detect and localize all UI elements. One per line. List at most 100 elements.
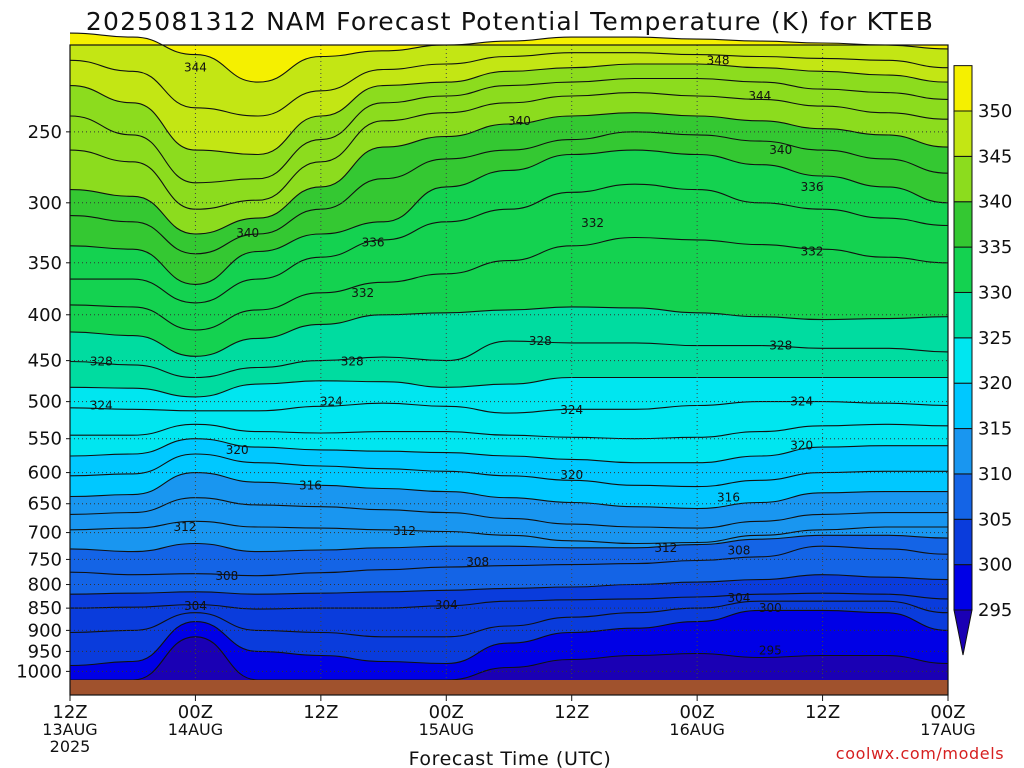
contour-line	[69, 574, 949, 595]
contour-label: 328	[769, 339, 792, 353]
colorbar-label: 295	[978, 600, 1012, 621]
y-tick-label: 700	[28, 523, 62, 544]
contour-line	[69, 32, 949, 83]
colorbar-label: 325	[978, 328, 1012, 349]
colorbar-label: 310	[978, 464, 1012, 485]
y-tick-label: 250	[28, 122, 62, 143]
contour-line	[69, 472, 948, 510]
contour-label: 316	[299, 478, 322, 492]
x-tick-label: 00Z	[930, 702, 965, 723]
contour-label: 324	[90, 398, 113, 412]
contour-line	[69, 131, 949, 255]
contour-label: 344	[748, 89, 771, 103]
colorbar-segment	[953, 201, 973, 248]
contour-line	[69, 112, 949, 235]
contour-label: 328	[529, 334, 552, 348]
contour-line	[69, 438, 948, 464]
colorbar-segment	[953, 291, 973, 339]
contour-line	[70, 183, 949, 304]
contour-line	[69, 520, 948, 545]
contour-label: 340	[236, 226, 259, 240]
contour-line	[70, 636, 949, 681]
contour-fill	[70, 33, 948, 681]
x-tick-label: 12Z	[303, 702, 338, 723]
x-tick-label: 17AUG	[920, 720, 975, 739]
x-tick-label: 00Z	[680, 702, 715, 723]
y-tick-label: 750	[28, 549, 62, 570]
x-tick-label: 12Z	[805, 702, 840, 723]
contour-label: 312	[654, 541, 677, 555]
x-tick-label: 12Z	[554, 702, 589, 723]
colorbar-label: 305	[978, 509, 1012, 530]
contour-line	[69, 592, 949, 610]
contour-labels: 348 344 344 340 340 340 336 336 332 332 332 328 328 3…	[90, 53, 824, 657]
contour-label: 308	[215, 569, 238, 583]
colorbar-segment	[953, 110, 973, 157]
contour-label: 308	[727, 544, 750, 558]
y-tick-label: 800	[28, 575, 62, 596]
y-tick-label: 850	[28, 598, 62, 619]
contour-label: 304	[184, 599, 207, 613]
y-tick-label: 350	[28, 253, 62, 274]
colorbar: 295 300 305 310 315 320 325 330 335 340 345 350	[953, 65, 1012, 656]
contour-label: 340	[508, 114, 531, 128]
plot-frame	[69, 44, 949, 696]
contour-line	[69, 77, 949, 184]
y-tick-label: 550	[28, 429, 62, 450]
colorbar-extend-bottom	[953, 609, 973, 656]
x-tick-label: 12Z	[52, 702, 87, 723]
contour-label: 320	[560, 468, 583, 482]
credit-text: coolwx.com/models	[836, 744, 1004, 763]
contour-line	[69, 306, 949, 357]
axes: 2503003504004505005506006507007508008509…	[16, 44, 976, 756]
y-tick-label: 600	[28, 463, 62, 484]
contour-label: 295	[759, 644, 782, 658]
contour-label: 308	[466, 555, 489, 569]
chart-title: 2025081312 NAM Forecast Potential Temper…	[86, 7, 934, 36]
colorbar-label: 300	[978, 555, 1012, 576]
contour-line	[69, 534, 949, 553]
contour-line	[69, 423, 949, 440]
contour-line	[69, 92, 949, 210]
colorbar-segment	[953, 564, 973, 611]
contour-label: 320	[226, 443, 249, 457]
contour-line	[69, 236, 949, 331]
colorbar-segment	[953, 155, 973, 203]
y-tick-label: 400	[28, 305, 62, 326]
contour-label: 336	[801, 180, 824, 194]
contour-label: 312	[174, 520, 197, 534]
contour-label: 320	[790, 439, 813, 453]
contour-lines	[69, 32, 949, 681]
contour-label: 304	[727, 591, 750, 605]
contour-line	[69, 63, 949, 156]
contour-label: 332	[801, 245, 824, 259]
colorbar-label: 350	[978, 101, 1012, 122]
contour-line	[69, 376, 948, 398]
colorbar-segment	[953, 518, 973, 566]
contour-label: 344	[184, 61, 207, 75]
contour-label: 324	[560, 403, 583, 417]
contour-label: 324	[320, 395, 343, 409]
colorbar-segment	[953, 337, 973, 384]
contour-line	[69, 52, 949, 117]
y-tick-label: 450	[28, 351, 62, 372]
contour-line	[69, 545, 949, 577]
colorbar-label: 335	[978, 237, 1012, 258]
x-tick-label: 00Z	[178, 702, 213, 723]
colorbar-segment	[953, 428, 973, 475]
contour-line	[69, 609, 949, 667]
x-tick-label: 16AUG	[669, 720, 724, 739]
contour-label: 332	[351, 286, 374, 300]
contour-line	[69, 453, 948, 488]
colorbar-label: 315	[978, 419, 1012, 440]
x-tick-label: 2025	[50, 737, 91, 756]
contour-label: 328	[341, 354, 364, 368]
y-tick-label: 300	[28, 193, 62, 214]
contour-label: 316	[717, 491, 740, 505]
colorbar-label: 320	[978, 373, 1012, 394]
contour-label: 324	[790, 395, 813, 409]
contour-label: 340	[769, 143, 792, 157]
colorbar-label: 345	[978, 146, 1012, 167]
x-tick-label: 00Z	[429, 702, 464, 723]
